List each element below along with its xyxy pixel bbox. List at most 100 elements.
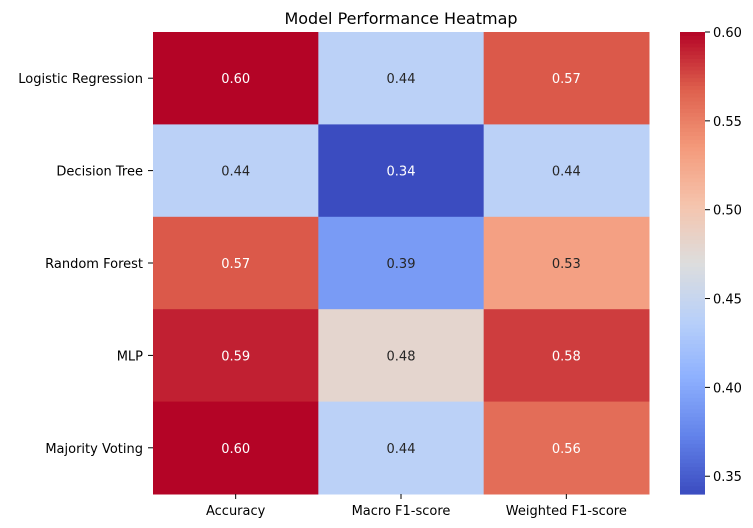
colorbar-segment <box>680 212 705 218</box>
colorbar-segment <box>680 278 705 283</box>
colorbar-segment <box>680 282 705 287</box>
colorbar-segment <box>680 474 705 480</box>
colorbar-segment <box>680 58 705 64</box>
colorbar-segment <box>680 420 705 426</box>
colorbar-segment <box>680 182 705 187</box>
colorbar-segment <box>680 443 705 449</box>
colorbar-segment <box>680 247 705 253</box>
colorbar-segment <box>680 478 705 484</box>
colorbar-segment <box>680 424 705 430</box>
colorbar-segment <box>680 351 705 356</box>
colorbar-segment <box>680 251 705 256</box>
colorbar-segment <box>680 109 705 114</box>
colorbar-segment <box>680 447 705 453</box>
colorbar-segment <box>680 301 705 306</box>
colorbar-segment <box>680 236 705 241</box>
colorbar-segment <box>680 332 705 337</box>
heatmap-cell <box>153 216 319 310</box>
colorbar-segment <box>680 316 705 322</box>
colorbar-tick-label: 0.50 <box>713 204 742 219</box>
colorbar-segment <box>680 147 705 152</box>
row-label: Random Forest <box>45 257 143 272</box>
colorbar-segment <box>680 201 705 206</box>
row-label: Logistic Regression <box>18 72 143 87</box>
colorbar-segment <box>680 116 705 122</box>
heatmap-cell <box>318 32 485 125</box>
colorbar-segment <box>680 197 705 202</box>
heatmap-cell <box>153 309 319 403</box>
cell-value-label: 0.44 <box>221 165 250 180</box>
heatmap-cell <box>318 401 485 495</box>
colorbar-segment <box>680 166 705 172</box>
colorbar-segment <box>680 209 705 214</box>
colorbar-segment <box>680 135 705 141</box>
colorbar-segment <box>680 132 705 137</box>
colorbar-segment <box>680 309 705 314</box>
colorbar-segment <box>680 239 705 245</box>
cell-value-label: 0.39 <box>387 257 416 272</box>
colorbar-segment <box>680 413 705 418</box>
colorbar-segment <box>680 289 705 295</box>
colorbar-segment <box>680 159 705 164</box>
colorbar-segment <box>680 340 705 345</box>
colorbar: 0.35 0.40 0.45 0.50 0.55 0.60 <box>680 26 742 495</box>
colorbar-tick-label: 0.55 <box>713 115 742 130</box>
colorbar-segment <box>680 228 705 233</box>
colorbar-segment <box>680 112 705 118</box>
colorbar-segment <box>680 366 705 372</box>
heatmap-cell <box>483 309 650 403</box>
colorbar-segment <box>680 482 705 487</box>
colorbar-segment <box>680 343 705 349</box>
colorbar-tick-label: 0.60 <box>713 26 742 41</box>
cell-value-label: 0.34 <box>387 165 416 180</box>
heatmap-cell <box>153 124 319 218</box>
colorbar-segment <box>680 70 705 75</box>
row-label: Decision Tree <box>56 165 143 180</box>
colorbar-segment <box>680 378 705 383</box>
cell-value-label: 0.44 <box>387 442 416 457</box>
colorbar-segment <box>680 436 705 441</box>
colorbar-segment <box>680 139 705 145</box>
colorbar-segment <box>680 370 705 376</box>
colorbar-segment <box>680 409 705 414</box>
colorbar-segment <box>680 89 705 95</box>
colorbar-segment <box>680 32 705 37</box>
colorbar-segment <box>680 397 705 403</box>
cell-value-label: 0.57 <box>552 72 581 87</box>
colorbar-segment <box>680 97 705 102</box>
colorbar-segment <box>680 393 705 399</box>
colorbar-segment <box>680 232 705 237</box>
cell-value-label: 0.59 <box>221 349 250 364</box>
colorbar-segment <box>680 432 705 437</box>
colorbar-segment <box>680 374 705 380</box>
colorbar-segment <box>680 124 705 129</box>
colorbar-segment <box>680 305 705 310</box>
heatmap-cell <box>318 216 485 310</box>
colorbar-segment <box>680 170 705 176</box>
column-label: Accuracy <box>206 504 266 519</box>
colorbar-segment <box>680 186 705 191</box>
colorbar-segment <box>680 486 705 491</box>
colorbar-segment <box>680 220 705 226</box>
colorbar-segment <box>680 224 705 229</box>
colorbar-segment <box>680 243 705 249</box>
colorbar-segment <box>680 266 705 272</box>
chart-title: Model Performance Heatmap <box>284 9 517 28</box>
colorbar-segment <box>680 293 705 299</box>
colorbar-segment <box>680 440 705 445</box>
colorbar-segment <box>680 78 705 83</box>
colorbar-segment <box>680 274 705 279</box>
colorbar-segment <box>680 35 705 41</box>
heatmap-cell <box>153 32 319 125</box>
colorbar-segment <box>680 355 705 360</box>
colorbar-segment <box>680 105 705 110</box>
colorbar-segment <box>680 255 705 260</box>
colorbar-segment <box>680 263 705 268</box>
colorbar-segment <box>680 336 705 341</box>
colorbar-segment <box>680 155 705 160</box>
heatmap-cell <box>483 124 650 218</box>
colorbar-segment <box>680 455 705 460</box>
colorbar-segment <box>680 62 705 68</box>
heatmap-cell <box>318 124 485 218</box>
colorbar-segment <box>680 313 705 318</box>
